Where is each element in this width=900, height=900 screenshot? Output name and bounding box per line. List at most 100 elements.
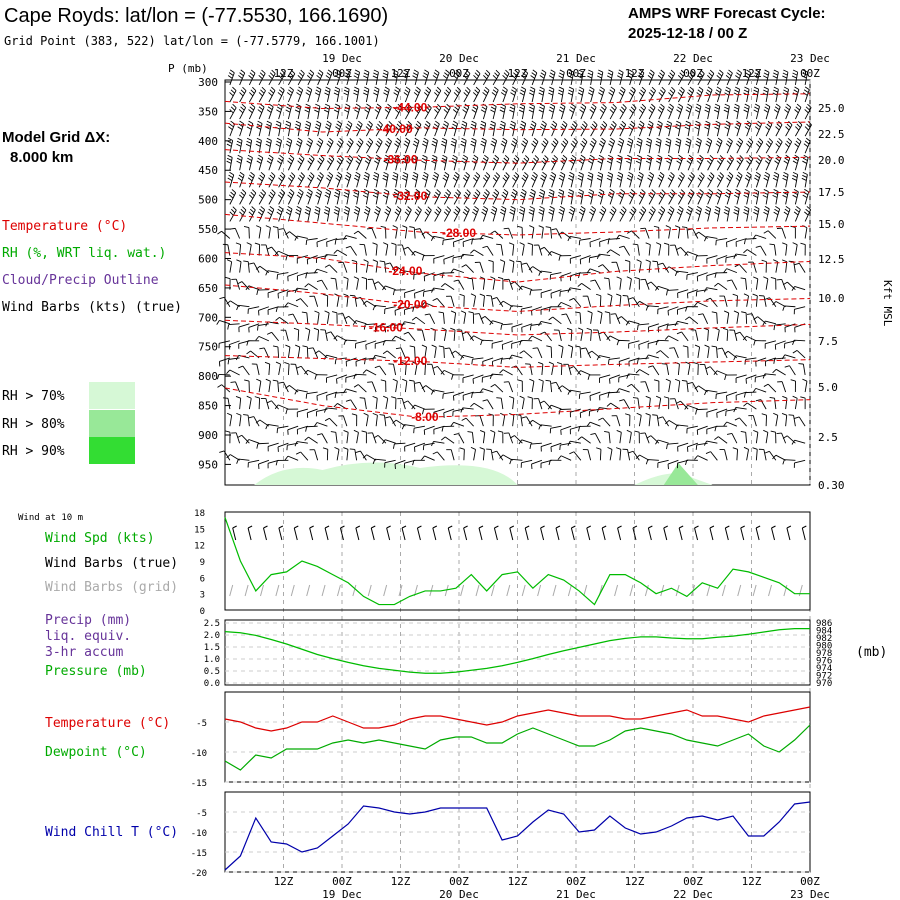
wind-barb (677, 172, 685, 188)
wind-barb-flag (648, 120, 654, 125)
wind-barb (521, 69, 529, 86)
wind-barb-staff (342, 262, 348, 273)
wind-barb (401, 361, 407, 376)
wind-barb (258, 306, 270, 316)
wind-barb-staff (486, 246, 494, 256)
wind-barb-flag (466, 86, 471, 91)
wind-barb-flag (558, 189, 564, 192)
wind-barb-flag (677, 92, 682, 97)
wind-barb (706, 255, 718, 264)
wind-barb-flag (687, 194, 692, 199)
wind-barb-flag (559, 69, 565, 73)
wind-barb-flag (538, 270, 542, 276)
wind-barb-staff (297, 255, 308, 259)
wind-barb-flag (610, 123, 616, 128)
wind-barb-flag (724, 209, 730, 213)
wind-barb-staff (453, 73, 461, 86)
wind-barb-staff (229, 72, 235, 86)
wind-barb-flag (295, 344, 300, 348)
wind-barb-flag (450, 422, 454, 427)
wind-barb-flag (694, 231, 699, 236)
wind-barb-flag (287, 75, 293, 80)
wind-barb-staff (560, 425, 572, 431)
wind-barb (422, 408, 435, 415)
wind-barb (575, 345, 582, 358)
wind-barb-flag (630, 106, 635, 111)
wind-barb-staff (512, 89, 517, 103)
wind-barb-flag (305, 123, 311, 127)
wind-barb-flag (267, 106, 273, 111)
wind-barb-staff (414, 289, 426, 294)
wind-barb (355, 340, 367, 349)
wind-barb-flag (259, 208, 264, 213)
wind-barb-flag (539, 191, 545, 195)
wind-barb-flag (334, 89, 340, 93)
wind-barb (586, 421, 601, 427)
wind-barb-staff (629, 72, 634, 86)
wind-barb (268, 172, 276, 188)
wind-barb (658, 206, 666, 222)
wind-barb-staff (414, 192, 421, 205)
wind-barb-staff (648, 354, 659, 359)
wind-barb-flag (772, 301, 777, 306)
wind-barb (530, 171, 538, 188)
wind-barb (772, 189, 779, 205)
wind-barb-staff (229, 369, 240, 376)
wind-barb (450, 268, 465, 274)
wind-barb-flag (625, 413, 631, 416)
wind-barb-flag (279, 72, 284, 77)
wind-barb (286, 442, 299, 451)
wind-barb-staff (658, 123, 663, 137)
wind-barb (462, 391, 474, 401)
wind-barb-flag (437, 206, 442, 211)
wind-barb-flag (384, 188, 390, 193)
wind-barb-flag (471, 359, 473, 365)
wind-barb-flag (501, 89, 507, 93)
wind-barb-flag (299, 174, 304, 179)
wind-barb-flag (568, 89, 574, 93)
wind-barb (456, 329, 465, 341)
wind-barb-staff (472, 238, 484, 240)
wind-barb-staff (473, 106, 479, 120)
wind-barb-flag (305, 206, 311, 210)
wind-barb-flag (778, 138, 783, 143)
wind-barb-staff (608, 391, 620, 394)
wind-barb-staff (668, 157, 673, 171)
wind-barb-flag (792, 242, 798, 246)
wind-barb-flag (380, 225, 386, 228)
wind-barb-flag (523, 69, 528, 74)
wind-barb-flag (630, 89, 635, 94)
wind-barb (698, 313, 709, 324)
wind-barb-staff (385, 209, 392, 222)
wind-barb-flag (246, 340, 249, 346)
wind-barb (499, 259, 506, 273)
wind-barb (685, 306, 698, 312)
wind-barb-staff (248, 192, 257, 205)
wind-barb (539, 120, 547, 137)
wind-barb-flag (783, 189, 789, 193)
wind-barb (462, 238, 474, 247)
wind-barb (794, 103, 802, 120)
wind-barb (333, 249, 348, 256)
wind-barb-flag (424, 69, 429, 73)
wind-barb (693, 362, 699, 376)
wind-barb-staff (658, 192, 666, 205)
wind-barb-staff (248, 107, 256, 120)
wind-barb-staff (277, 425, 289, 429)
wind-barb (558, 344, 564, 358)
wind-barb-staff (541, 227, 544, 239)
wind-barb-flag (353, 211, 359, 216)
wind-barb-flag (359, 397, 365, 399)
wind-barb-staff (775, 141, 783, 154)
wind-barb-staff (394, 306, 406, 311)
wind-barb-flag (432, 75, 438, 79)
wind-barb-staff (356, 158, 363, 171)
wind-barb-flag (552, 140, 557, 145)
wind-barb-staff (424, 425, 435, 431)
wind-barb-staff (472, 374, 484, 380)
wind-barb-staff (386, 350, 396, 359)
wind-barb-flag (510, 281, 515, 285)
wind-barb (345, 245, 358, 256)
wind-barb-staff (657, 306, 669, 310)
